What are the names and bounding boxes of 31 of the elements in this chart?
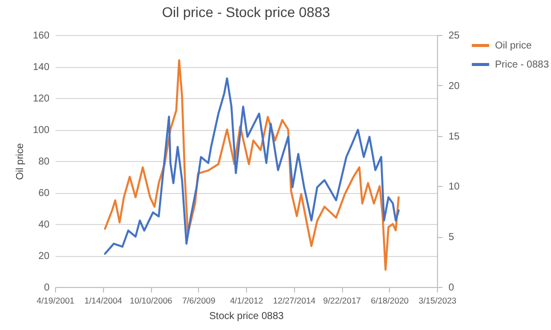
y-tick-label: 80 [38, 156, 50, 168]
y-axis-title: Oil price [14, 142, 26, 180]
legend-label: Oil price [495, 40, 532, 52]
y2-tick-label: 10 [448, 182, 460, 193]
x-tick-label: 4/19/2001 [36, 296, 75, 306]
y-tick-label: 40 [38, 220, 50, 230]
y2-tick-label: 0 [448, 282, 454, 294]
y-tick-label: 60 [38, 188, 50, 199]
y-tick-label: 100 [32, 125, 50, 136]
y-tick-label: 0 [44, 282, 50, 294]
y-tick-label: 20 [38, 251, 50, 262]
x-tick-label: 12/27/2014 [272, 296, 316, 306]
x-tick-label: 1/14/2004 [84, 296, 122, 306]
y2-tick-label: 5 [448, 232, 454, 244]
y2-tick-label: 25 [448, 30, 460, 42]
x-tick-label: 4/1/2012 [230, 296, 264, 306]
y-tick-label: 140 [32, 62, 50, 73]
x-tick-label: 6/18/2020 [370, 296, 409, 306]
y-tick-label: 120 [32, 94, 50, 104]
y2-tick-label: 15 [448, 131, 460, 142]
chart-title: Oil price - Stock price 0883 [162, 4, 330, 20]
line-series [104, 77, 400, 255]
x-tick-label: 3/15/2023 [418, 296, 457, 306]
x-tick-label: 9/22/2017 [323, 296, 362, 306]
x-axis-title: Stock price 0883 [209, 311, 284, 322]
line-series [104, 59, 400, 271]
y-tick-label: 160 [32, 30, 50, 42]
x-tick-label: 7/6/2009 [182, 296, 216, 306]
y2-tick-label: 20 [448, 80, 460, 92]
x-tick-label: 10/10/2006 [130, 296, 173, 306]
legend-label: Price - 0883 [495, 60, 550, 70]
